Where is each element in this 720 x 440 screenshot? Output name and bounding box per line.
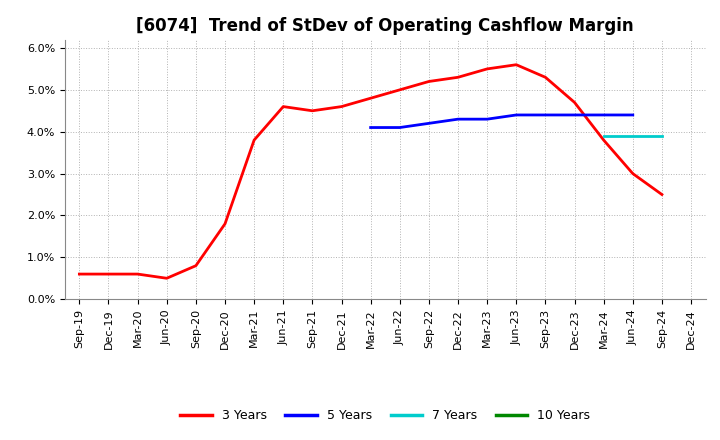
7 Years [657,133,666,139]
3 Years [133,271,142,277]
3 Years [629,171,637,176]
3 Years [541,75,550,80]
3 Years [337,104,346,109]
Line: 3 Years: 3 Years [79,65,662,278]
7 Years [599,133,608,139]
5 Years [570,112,579,117]
3 Years [308,108,317,114]
3 Years [104,271,113,277]
5 Years [454,117,462,122]
3 Years [570,100,579,105]
3 Years [279,104,287,109]
5 Years [512,112,521,117]
5 Years [395,125,404,130]
3 Years [192,263,200,268]
Title: [6074]  Trend of StDev of Operating Cashflow Margin: [6074] Trend of StDev of Operating Cashf… [136,17,634,35]
3 Years [657,192,666,197]
3 Years [512,62,521,67]
5 Years [425,121,433,126]
3 Years [163,275,171,281]
5 Years [541,112,550,117]
5 Years [483,117,492,122]
3 Years [425,79,433,84]
Legend: 3 Years, 5 Years, 7 Years, 10 Years: 3 Years, 5 Years, 7 Years, 10 Years [176,404,595,427]
5 Years [599,112,608,117]
5 Years [366,125,375,130]
3 Years [454,75,462,80]
5 Years [629,112,637,117]
3 Years [366,95,375,101]
7 Years [629,133,637,139]
3 Years [250,137,258,143]
3 Years [395,87,404,92]
3 Years [75,271,84,277]
3 Years [483,66,492,72]
Line: 5 Years: 5 Years [371,115,633,128]
3 Years [220,221,229,227]
3 Years [599,137,608,143]
